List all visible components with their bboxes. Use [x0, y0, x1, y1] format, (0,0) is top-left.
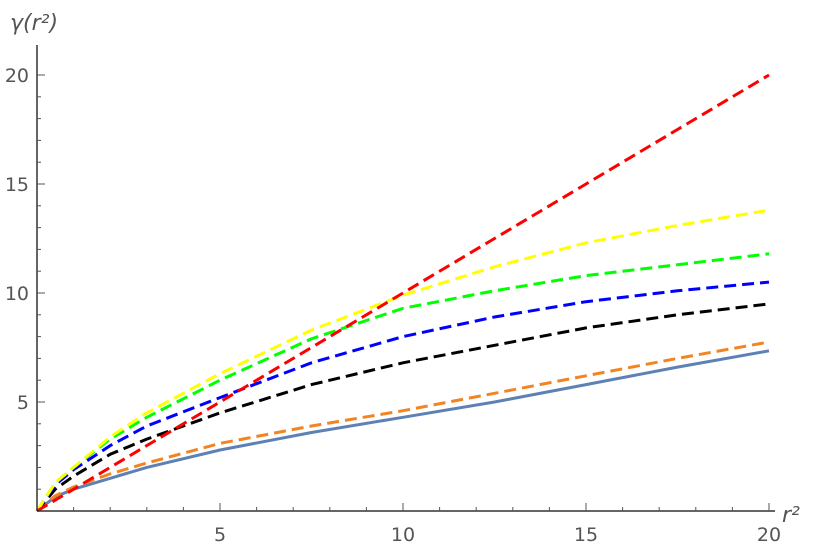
series-line-2	[35, 302, 770, 512]
series-layer	[35, 73, 770, 513]
axes: 5 10 15 20 5 10 15 20	[5, 45, 781, 546]
series-line-6	[36, 73, 770, 513]
series-line-4	[35, 252, 770, 512]
series-line-5	[35, 208, 770, 512]
x-tick-label: 20	[757, 524, 781, 546]
series-line-0	[36, 349, 770, 513]
x-axis-label: r²	[782, 503, 800, 528]
y-tick-label: 10	[5, 283, 29, 305]
y-tick-label: 15	[5, 174, 29, 196]
x-tick-label: 10	[391, 524, 415, 546]
y-axis-label: γ(r²)	[10, 11, 58, 36]
x-tick-label: 15	[574, 524, 598, 546]
x-tick-label: 5	[214, 524, 226, 546]
series-line-1	[36, 340, 770, 513]
y-tick-label: 20	[5, 65, 29, 87]
y-tick-label: 5	[17, 392, 29, 414]
series-line-3	[35, 280, 770, 512]
